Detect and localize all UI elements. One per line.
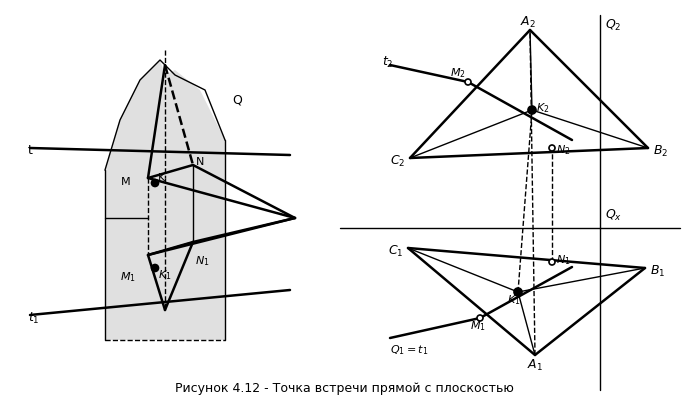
Circle shape — [514, 288, 522, 296]
Text: $A_1$: $A_1$ — [527, 358, 543, 373]
Text: $A_2$: $A_2$ — [520, 15, 536, 30]
Text: $N_1$: $N_1$ — [195, 254, 209, 268]
Circle shape — [528, 106, 536, 114]
Text: $M_1$: $M_1$ — [120, 270, 136, 284]
Text: Рисунок 4.12 - Точка встречи прямой с плоскостью: Рисунок 4.12 - Точка встречи прямой с пл… — [174, 382, 513, 395]
Text: M: M — [121, 177, 130, 187]
Circle shape — [549, 145, 555, 151]
Text: $C_2$: $C_2$ — [390, 153, 405, 168]
Text: $Q_x$: $Q_x$ — [605, 208, 622, 223]
Text: $Q_2$: $Q_2$ — [605, 17, 621, 32]
Text: $B_1$: $B_1$ — [650, 263, 666, 279]
Text: $N_2$: $N_2$ — [556, 143, 570, 157]
Circle shape — [152, 264, 158, 271]
Text: $t_2$: $t_2$ — [382, 54, 393, 70]
Text: $B_2$: $B_2$ — [653, 143, 668, 158]
Text: K: K — [158, 173, 165, 183]
Text: $K_1$: $K_1$ — [158, 268, 172, 282]
Circle shape — [477, 315, 483, 321]
Text: $M_1$: $M_1$ — [470, 319, 486, 333]
Text: $M_2$: $M_2$ — [450, 66, 466, 80]
Text: t: t — [28, 143, 33, 156]
Text: $t_1$: $t_1$ — [28, 311, 40, 326]
Text: $K_2$: $K_2$ — [536, 101, 549, 115]
Text: $N_1$: $N_1$ — [556, 253, 570, 267]
Text: $Q_1=t_1$: $Q_1=t_1$ — [390, 343, 429, 357]
Polygon shape — [105, 60, 225, 340]
Circle shape — [549, 259, 555, 265]
Text: N: N — [196, 157, 205, 167]
Text: $C_1$: $C_1$ — [387, 243, 403, 258]
Text: $K_1$: $K_1$ — [507, 293, 521, 307]
Circle shape — [152, 179, 158, 186]
Text: Q: Q — [232, 94, 242, 107]
Circle shape — [465, 79, 471, 85]
